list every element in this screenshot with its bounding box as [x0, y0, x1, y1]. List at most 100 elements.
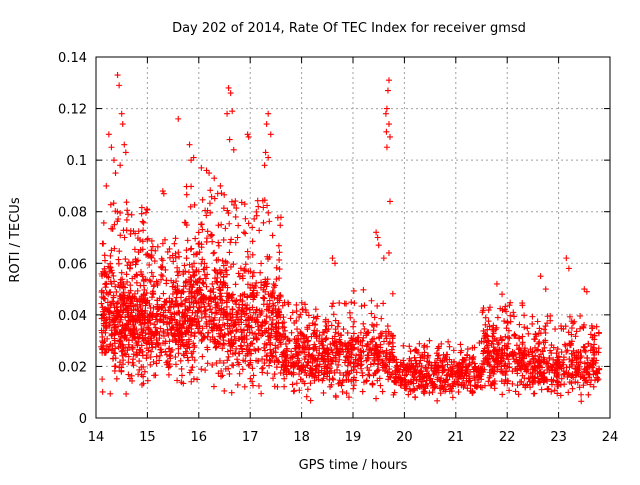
data-point	[252, 319, 259, 326]
data-point	[406, 343, 413, 350]
data-point	[230, 146, 237, 153]
data-point	[215, 370, 222, 377]
data-point	[282, 333, 289, 340]
data-point	[527, 358, 534, 365]
data-point	[275, 308, 282, 315]
data-point	[402, 383, 409, 390]
data-point	[112, 323, 119, 330]
data-point	[183, 191, 190, 198]
data-point	[532, 344, 539, 351]
data-point	[446, 343, 453, 350]
chart-title: Day 202 of 2014, Rate Of TEC Index for r…	[172, 21, 526, 36]
data-point	[107, 252, 114, 259]
data-point	[350, 323, 357, 330]
data-point	[207, 288, 214, 295]
data-point	[166, 245, 173, 252]
data-point	[587, 381, 594, 388]
data-point	[434, 397, 441, 404]
data-point	[236, 361, 243, 368]
data-point	[252, 331, 259, 338]
data-point	[336, 299, 343, 306]
data-point	[593, 323, 600, 330]
data-point	[177, 343, 184, 350]
data-point	[379, 330, 386, 337]
data-point	[218, 300, 225, 307]
data-point	[100, 322, 107, 329]
data-point	[212, 304, 219, 311]
data-point	[464, 351, 471, 358]
data-point	[141, 368, 148, 375]
data-point	[471, 373, 478, 380]
data-point	[247, 268, 254, 275]
data-point	[115, 216, 122, 223]
data-point	[339, 342, 346, 349]
data-point	[174, 377, 181, 384]
data-point	[575, 359, 582, 366]
data-point	[413, 368, 420, 375]
data-point	[249, 273, 256, 280]
data-point	[167, 309, 174, 316]
data-point	[408, 379, 415, 386]
data-point	[383, 144, 390, 151]
data-point	[593, 367, 600, 374]
data-point	[158, 349, 165, 356]
data-point	[480, 368, 487, 375]
data-point	[129, 345, 136, 352]
data-point	[503, 308, 510, 315]
data-point	[123, 227, 130, 234]
data-point	[153, 353, 160, 360]
data-point	[558, 365, 565, 372]
data-point	[504, 334, 511, 341]
data-point	[378, 315, 385, 322]
data-point	[206, 303, 213, 310]
data-point	[357, 354, 364, 361]
data-point	[123, 216, 130, 223]
data-point	[139, 335, 146, 342]
x-tick-label: 17	[242, 430, 259, 445]
data-point	[142, 276, 149, 283]
data-point	[285, 301, 292, 308]
data-point	[447, 364, 454, 371]
data-point	[523, 352, 530, 359]
data-point	[223, 299, 230, 306]
data-point	[494, 361, 501, 368]
data-point	[193, 267, 200, 274]
data-point	[134, 287, 141, 294]
data-point	[226, 370, 233, 377]
data-point	[119, 321, 126, 328]
data-point	[144, 297, 151, 304]
data-point	[130, 306, 137, 313]
data-point	[367, 338, 374, 345]
data-point	[293, 308, 300, 315]
data-point	[234, 381, 241, 388]
data-point	[190, 154, 197, 161]
data-point	[426, 376, 433, 383]
data-point	[340, 348, 347, 355]
data-point	[191, 260, 198, 267]
data-point	[263, 313, 270, 320]
data-point	[372, 370, 379, 377]
data-point	[504, 353, 511, 360]
data-point	[519, 302, 526, 309]
y-tick-label: 0.08	[58, 206, 87, 221]
data-point	[237, 342, 244, 349]
x-axis-label: GPS time / hours	[299, 458, 408, 473]
data-point	[142, 330, 149, 337]
data-point	[182, 278, 189, 285]
data-point	[210, 383, 217, 390]
data-point	[223, 312, 230, 319]
data-point	[273, 276, 280, 283]
data-point	[116, 248, 123, 255]
data-point	[534, 318, 541, 325]
data-point	[180, 321, 187, 328]
data-point	[503, 343, 510, 350]
data-point	[487, 363, 494, 370]
data-point	[125, 321, 132, 328]
data-point	[236, 273, 243, 280]
data-point	[472, 363, 479, 370]
data-point	[243, 304, 250, 311]
data-point	[272, 332, 279, 339]
data-point	[200, 266, 207, 273]
data-point	[511, 313, 518, 320]
data-point	[204, 207, 211, 214]
